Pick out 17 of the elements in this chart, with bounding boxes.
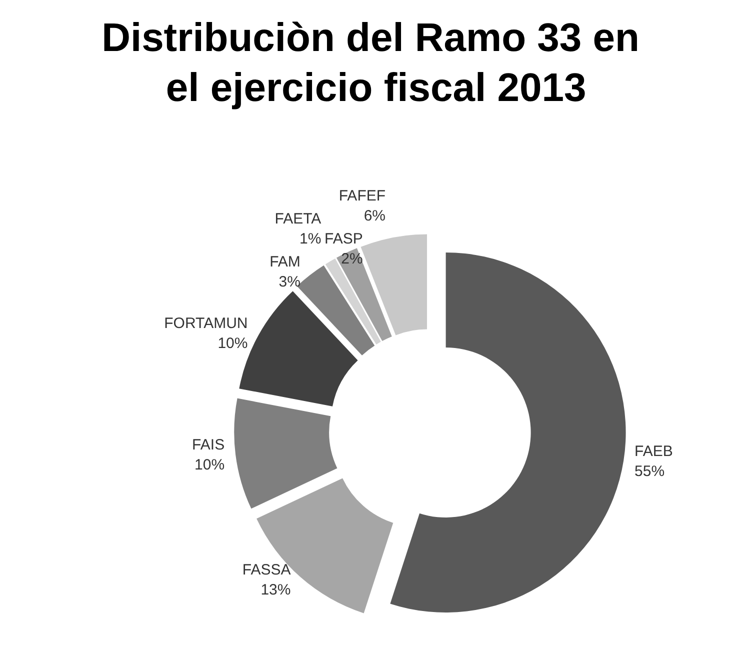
data-label: 10%: [218, 335, 248, 352]
data-label: 1%: [300, 230, 322, 248]
slice-label: FAIS: [192, 436, 225, 454]
data-label: 10%: [194, 456, 225, 474]
data-label: 55%: [634, 462, 665, 480]
slice-label: FAFEF: [338, 187, 386, 204]
data-label: 2%: [341, 250, 363, 268]
data-label: 13%: [260, 582, 291, 599]
data-label: 3%: [278, 273, 300, 290]
slice-label: FASP: [324, 230, 363, 248]
chart-title: Distribuciòn del Ramo 33 en el ejercicio fiscal 2013: [102, 16, 640, 110]
data-label: 6%: [364, 207, 386, 224]
slice-label: FAEB: [634, 442, 673, 460]
slice-label: FAM: [270, 253, 300, 270]
slice-label: FASSA: [242, 562, 291, 579]
slice-label: FORTAMUN: [164, 315, 248, 332]
slice-label: FAETA: [274, 210, 322, 228]
